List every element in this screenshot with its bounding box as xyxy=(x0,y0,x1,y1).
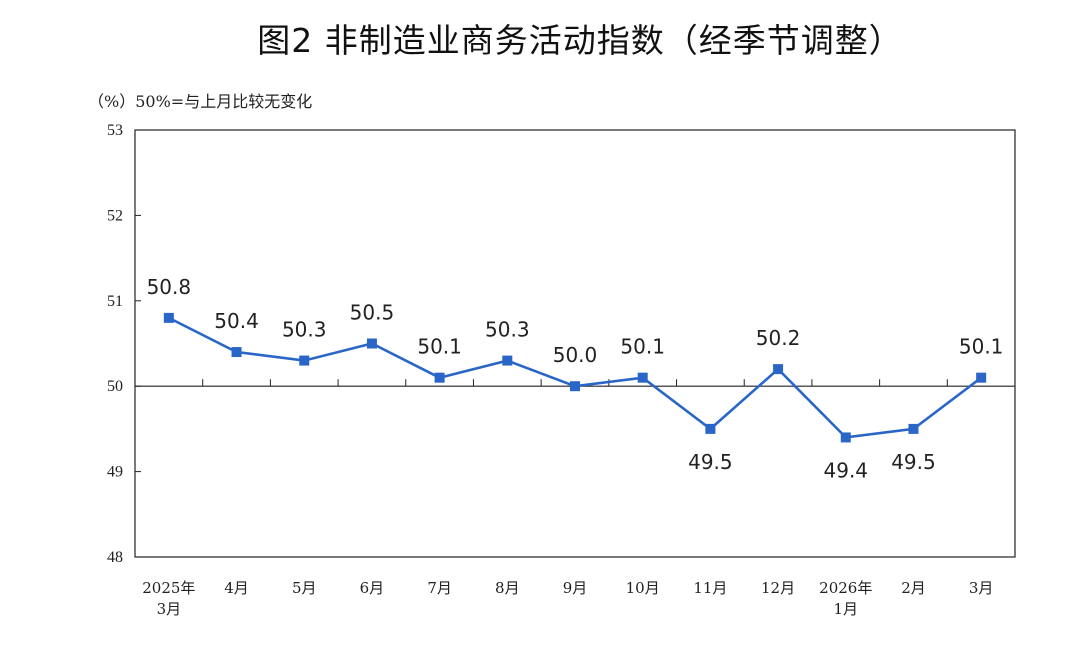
data-point-marker xyxy=(299,355,310,366)
data-point-marker xyxy=(434,372,445,383)
data-label: 50.2 xyxy=(756,326,801,350)
data-label: 50.3 xyxy=(282,318,327,342)
data-point-marker xyxy=(705,423,716,434)
data-point-marker xyxy=(840,432,851,443)
x-tick-label: 11月 xyxy=(693,579,727,597)
y-tick-label: 50 xyxy=(107,378,123,395)
x-tick-label: 2026年 xyxy=(819,579,872,597)
data-label: 50.1 xyxy=(620,335,665,359)
chart-title: 图2 非制造业商务活动指数（经季节调整） xyxy=(257,21,903,60)
data-point-marker xyxy=(366,338,377,349)
data-label: 50.1 xyxy=(417,335,462,359)
reference-note: 50%=与上月比较无变化 xyxy=(135,92,313,111)
x-tick-label: 6月 xyxy=(360,579,385,597)
data-label: 50.5 xyxy=(350,301,395,325)
x-tick-label: 9月 xyxy=(563,579,588,597)
data-label: 50.0 xyxy=(553,343,598,367)
x-tick-label: 8月 xyxy=(495,579,520,597)
x-tick-label: 7月 xyxy=(427,579,452,597)
y-axis-unit: （%） xyxy=(88,92,136,111)
x-tick-label: 2025年 xyxy=(142,579,195,597)
x-tick-label: 5月 xyxy=(292,579,317,597)
data-label: 50.1 xyxy=(959,335,1004,359)
x-tick-label: 10月 xyxy=(626,579,660,597)
x-tick-label: 12月 xyxy=(761,579,795,597)
data-label: 49.4 xyxy=(824,458,869,482)
data-point-marker xyxy=(773,364,784,375)
data-point-marker xyxy=(908,423,919,434)
data-point-marker xyxy=(231,347,242,358)
unit-note: （%）50%=与上月比较无变化 xyxy=(88,88,312,112)
y-tick-label: 52 xyxy=(107,207,123,224)
data-label: 49.5 xyxy=(688,450,733,474)
data-point-marker xyxy=(976,372,987,383)
x-tick-label: 3月 xyxy=(969,579,994,597)
data-point-marker xyxy=(163,312,174,323)
data-label: 50.3 xyxy=(485,318,530,342)
data-point-marker xyxy=(570,381,580,392)
x-tick-label: 2月 xyxy=(901,579,926,597)
data-label: 50.4 xyxy=(214,309,259,333)
x-tick-label: 1月 xyxy=(833,600,858,618)
y-tick-label: 49 xyxy=(107,464,123,481)
y-tick-label: 53 xyxy=(107,122,123,139)
plot-frame xyxy=(134,129,1016,558)
data-label: 49.5 xyxy=(891,450,936,474)
y-tick-label: 48 xyxy=(107,549,123,566)
data-label: 50.8 xyxy=(147,275,192,299)
data-point-marker xyxy=(637,372,648,383)
x-tick-label: 3月 xyxy=(157,600,182,618)
data-point-marker xyxy=(502,355,513,366)
x-tick-label: 4月 xyxy=(224,579,249,597)
y-tick-label: 51 xyxy=(107,293,123,310)
